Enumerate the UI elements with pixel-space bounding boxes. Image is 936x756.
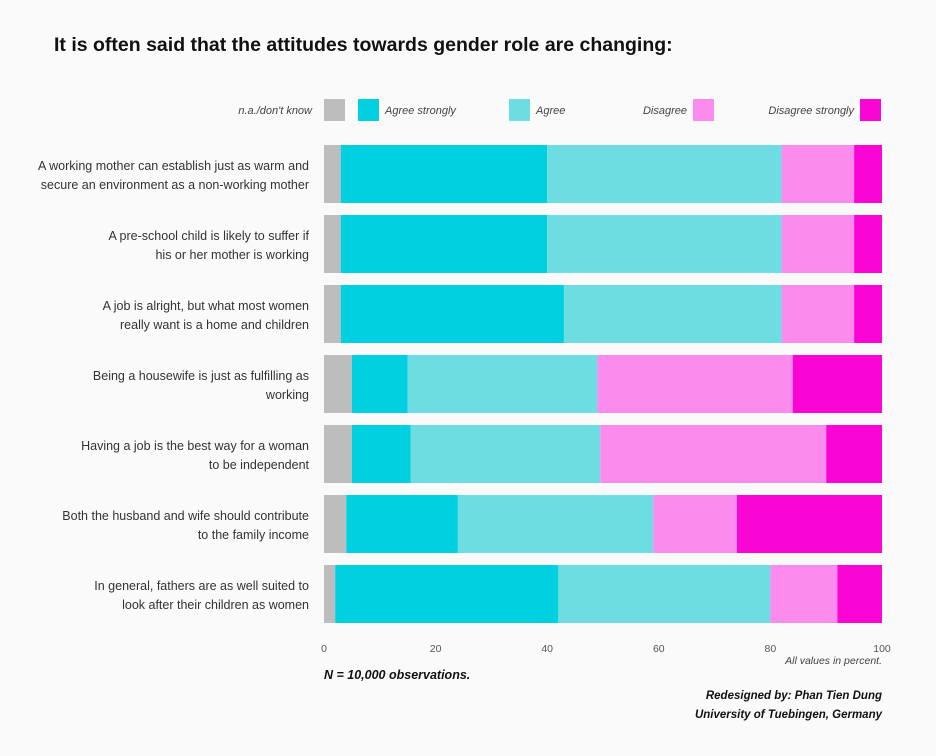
bar-2-disagree [781,215,855,273]
bar-5-n-a-don-t-know [324,425,352,483]
category-label-6-line-2: to the family income [198,528,309,542]
bar-1-disagree [781,145,855,203]
bar-1-n-a-don-t-know [324,145,341,203]
x-axis-ticks: 0 20 40 60 80 100 [321,643,891,655]
bar-1-disagree-strongly [854,145,882,203]
x-tick-label: 100 [873,643,891,655]
bar-7-disagree [770,565,838,623]
bar-7-n-a-don-t-know [324,565,336,623]
bar-2-n-a-don-t-know [324,215,341,273]
bar-4-n-a-don-t-know [324,355,352,413]
bar-7-agree [558,565,771,623]
bar-5-disagree-strongly [826,425,882,483]
bar-3-disagree [781,285,855,343]
legend-swatch-disagree-strongly [860,99,881,121]
category-label-5-line-2: to be independent [209,458,310,472]
category-label-4-line-2: working [265,388,309,402]
category-label-1-line-1: A working mother can establish just as w… [38,159,309,173]
bar-7-disagree-strongly [837,565,882,623]
bar-2-agree [547,215,782,273]
bar-3-agree [563,285,782,343]
category-label-2-line-1: A pre-school child is likely to suffer i… [108,229,309,243]
category-label-7-line-2: look after their children as women [122,598,309,612]
category-label-7-line-1: In general, fathers are as well suited t… [94,579,309,593]
category-label-3-line-1: A job is alright, but what most women [103,299,309,313]
category-label-6-line-1: Both the husband and wife should contrib… [62,509,309,523]
category-label-4-line-1: Being a housewife is just as fulfilling … [93,369,309,383]
legend-label-disagree-strongly: Disagree strongly [768,105,855,117]
bar-4-disagree-strongly [792,355,882,413]
x-tick-label: 0 [321,643,327,655]
bar-2-agree-strongly [340,215,548,273]
x-tick-label: 40 [541,643,553,655]
legend: n.a./don't know Agree strongly Agree Disagr… [238,99,881,121]
credit-line-1: Redesigned by: Phan Tien Dung [705,690,882,702]
bar-6-disagree-strongly [736,495,882,553]
x-tick-label: 20 [430,643,442,655]
bar-1-agree [547,145,782,203]
bar-3-agree-strongly [340,285,564,343]
legend-label-n-a-don-t-know: n.a./don't know [238,105,313,117]
legend-swatch-n-a-don-t-know [324,99,345,121]
legend-label-agree: Agree [535,105,565,117]
bar-3-disagree-strongly [854,285,882,343]
category-label-1-line-2: secure an environment as a non-working m… [41,178,309,192]
credit-line-2: University of Tuebingen, Germany [694,709,882,721]
category-labels: A working mother can establish just as w… [38,159,309,612]
category-label-5-line-1: Having a job is the best way for a woman [81,439,309,453]
legend-swatch-agree [509,99,530,121]
bar-5-agree-strongly [351,425,411,483]
legend-label-agree-strongly: Agree strongly [384,105,457,117]
chart-title: It is often said that the attitudes towa… [54,34,673,56]
x-tick-label: 60 [653,643,665,655]
credit: Redesigned by: Phan Tien Dung University… [695,687,882,725]
x-tick-label: 80 [765,643,777,655]
bar-4-agree [407,355,598,413]
bar-1-agree-strongly [340,145,548,203]
bar-3-n-a-don-t-know [324,285,341,343]
category-label-3-line-2: really want is a home and children [120,318,309,332]
observations-note: N = 10,000 observations. [324,668,471,682]
bar-2-disagree-strongly [854,215,882,273]
bars [324,145,882,623]
category-label-2-line-2: his or her mother is working [155,248,309,262]
units-note: All values in percent. [785,655,882,667]
bar-6-agree [457,495,654,553]
legend-swatch-agree-strongly [358,99,379,121]
bar-6-disagree [653,495,737,553]
bar-4-agree-strongly [351,355,408,413]
legend-swatch-disagree [693,99,714,121]
bar-6-agree-strongly [346,495,458,553]
legend-label-disagree: Disagree [643,105,687,117]
bar-5-disagree [600,425,827,483]
bar-7-agree-strongly [335,565,559,623]
bar-4-disagree [597,355,793,413]
bar-5-agree [410,425,601,483]
bar-6-n-a-don-t-know [324,495,347,553]
